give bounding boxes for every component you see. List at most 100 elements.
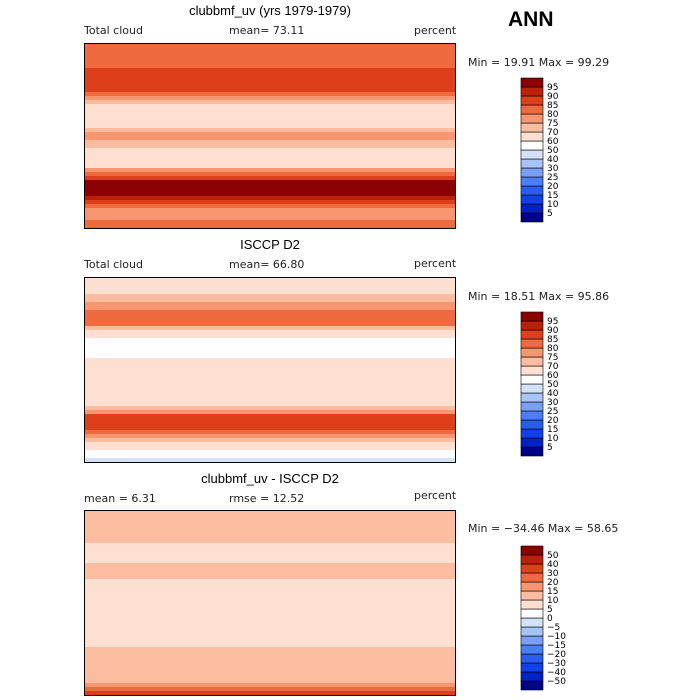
map-band: [85, 64, 455, 69]
colorbar-box: [520, 437, 544, 448]
panel2-map-svg: [85, 278, 455, 462]
colorbar-box: [520, 419, 544, 430]
colorbar-box: [520, 599, 544, 610]
map-band: [85, 591, 455, 596]
colorbar-box: [520, 617, 544, 628]
colorbar-box: [520, 95, 544, 106]
colorbar-box: [520, 662, 544, 673]
colorbar-tick-label: 5: [547, 605, 553, 615]
panel2-map: [84, 277, 456, 463]
map-band: [85, 140, 455, 145]
map-band: [85, 88, 455, 93]
panel2-title: ISCCP D2: [240, 237, 300, 252]
map-band: [85, 68, 455, 73]
map-band: [85, 60, 455, 65]
map-band: [85, 535, 455, 540]
map-band: [85, 406, 455, 411]
map-band: [85, 619, 455, 624]
map-band: [85, 334, 455, 339]
colorbar-tick-label: 30: [547, 398, 559, 408]
colorbar-box: [520, 653, 544, 664]
map-band: [85, 282, 455, 287]
colorbar-box: [520, 581, 544, 592]
map-band: [85, 362, 455, 367]
map-band: [85, 671, 455, 676]
colorbar-box: [520, 212, 544, 223]
map-band: [85, 571, 455, 576]
map-band: [85, 402, 455, 407]
colorbar-tick-label: −15: [547, 641, 566, 651]
map-band: [85, 294, 455, 299]
map-band: [85, 531, 455, 536]
map-band: [85, 318, 455, 323]
colorbar-box: [520, 185, 544, 196]
colorbar-box: [520, 446, 544, 457]
map-band: [85, 136, 455, 141]
colorbar-box: [520, 104, 544, 115]
colorbar-tick-label: 5: [547, 209, 553, 219]
map-band: [85, 160, 455, 165]
map-band: [85, 663, 455, 668]
map-band: [85, 631, 455, 636]
map-band: [85, 547, 455, 552]
colorbar-box: [520, 158, 544, 169]
map-band: [85, 96, 455, 101]
map-band: [85, 84, 455, 89]
colorbar-box: [520, 329, 544, 340]
map-band: [85, 559, 455, 564]
map-band: [85, 627, 455, 632]
colorbar-box: [520, 644, 544, 655]
colorbar-tick-label: 85: [547, 101, 558, 111]
map-band: [85, 635, 455, 640]
panel3-map-svg: [85, 511, 455, 695]
map-band: [85, 527, 455, 532]
map-band: [85, 354, 455, 359]
map-band: [85, 579, 455, 584]
map-band: [85, 116, 455, 121]
map-band: [85, 679, 455, 684]
map-band: [85, 278, 455, 283]
map-band: [85, 52, 455, 57]
colorbar-tick-label: 25: [547, 407, 558, 417]
map-band: [85, 523, 455, 528]
map-band: [85, 172, 455, 177]
map-band: [85, 100, 455, 105]
colorbar-tick-label: 50: [547, 380, 559, 390]
colorbar-box: [520, 590, 544, 601]
map-band: [85, 651, 455, 656]
map-band: [85, 44, 455, 49]
panel3-units-label: percent: [414, 489, 457, 502]
map-band: [85, 418, 455, 423]
map-band: [85, 519, 455, 524]
map-band: [85, 56, 455, 61]
map-band: [85, 72, 455, 77]
colorbar-tick-label: 75: [547, 353, 558, 363]
map-band: [85, 132, 455, 137]
panel1-colorbar: 5 10 15 20 25 30 40 50 60 70 75 80 85 90 95: [520, 77, 581, 228]
colorbar-box: [520, 194, 544, 205]
panel2-mean-label: mean= 66.80: [229, 258, 305, 271]
map-band: [85, 338, 455, 343]
map-band: [85, 595, 455, 600]
map-band: [85, 555, 455, 560]
colorbar-tick-label: 15: [547, 191, 558, 201]
map-band: [85, 80, 455, 85]
map-band: [85, 302, 455, 307]
colorbar-tick-label: 50: [547, 146, 559, 156]
colorbar-box: [520, 122, 544, 133]
colorbar-tick-label: 10: [547, 434, 559, 444]
map-band: [85, 290, 455, 295]
map-band: [85, 310, 455, 315]
colorbar-box: [520, 356, 544, 367]
colorbar-tick-label: −20: [547, 650, 566, 660]
map-band: [85, 144, 455, 149]
map-band: [85, 587, 455, 592]
map-band: [85, 623, 455, 628]
colorbar-tick-label: 75: [547, 119, 558, 129]
colorbar-tick-label: −40: [547, 668, 566, 678]
map-band: [85, 358, 455, 363]
map-band: [85, 675, 455, 680]
map-band: [85, 583, 455, 588]
map-band: [85, 639, 455, 644]
colorbar-box: [520, 401, 544, 412]
